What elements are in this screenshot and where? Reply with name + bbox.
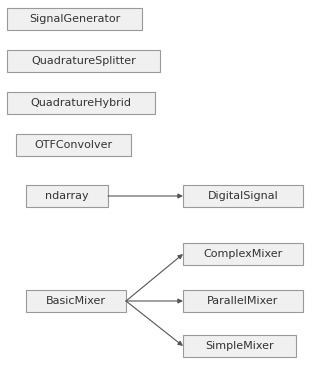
Text: SignalGenerator: SignalGenerator: [29, 14, 120, 24]
FancyBboxPatch shape: [26, 290, 126, 312]
FancyBboxPatch shape: [7, 8, 142, 30]
FancyBboxPatch shape: [16, 134, 131, 156]
Text: ComplexMixer: ComplexMixer: [204, 249, 283, 259]
Text: ParallelMixer: ParallelMixer: [207, 296, 279, 306]
FancyBboxPatch shape: [7, 50, 160, 72]
Text: QuadratureHybrid: QuadratureHybrid: [30, 98, 132, 108]
Text: ndarray: ndarray: [45, 191, 89, 201]
Text: SimpleMixer: SimpleMixer: [205, 341, 274, 351]
Text: DigitalSignal: DigitalSignal: [208, 191, 278, 201]
FancyBboxPatch shape: [183, 290, 303, 312]
FancyBboxPatch shape: [183, 335, 296, 357]
Text: BasicMixer: BasicMixer: [46, 296, 106, 306]
FancyBboxPatch shape: [26, 185, 108, 207]
Text: OTFConvolver: OTFConvolver: [35, 140, 113, 150]
FancyBboxPatch shape: [183, 185, 303, 207]
FancyBboxPatch shape: [183, 243, 303, 265]
FancyBboxPatch shape: [7, 92, 155, 114]
Text: QuadratureSplitter: QuadratureSplitter: [31, 56, 136, 66]
